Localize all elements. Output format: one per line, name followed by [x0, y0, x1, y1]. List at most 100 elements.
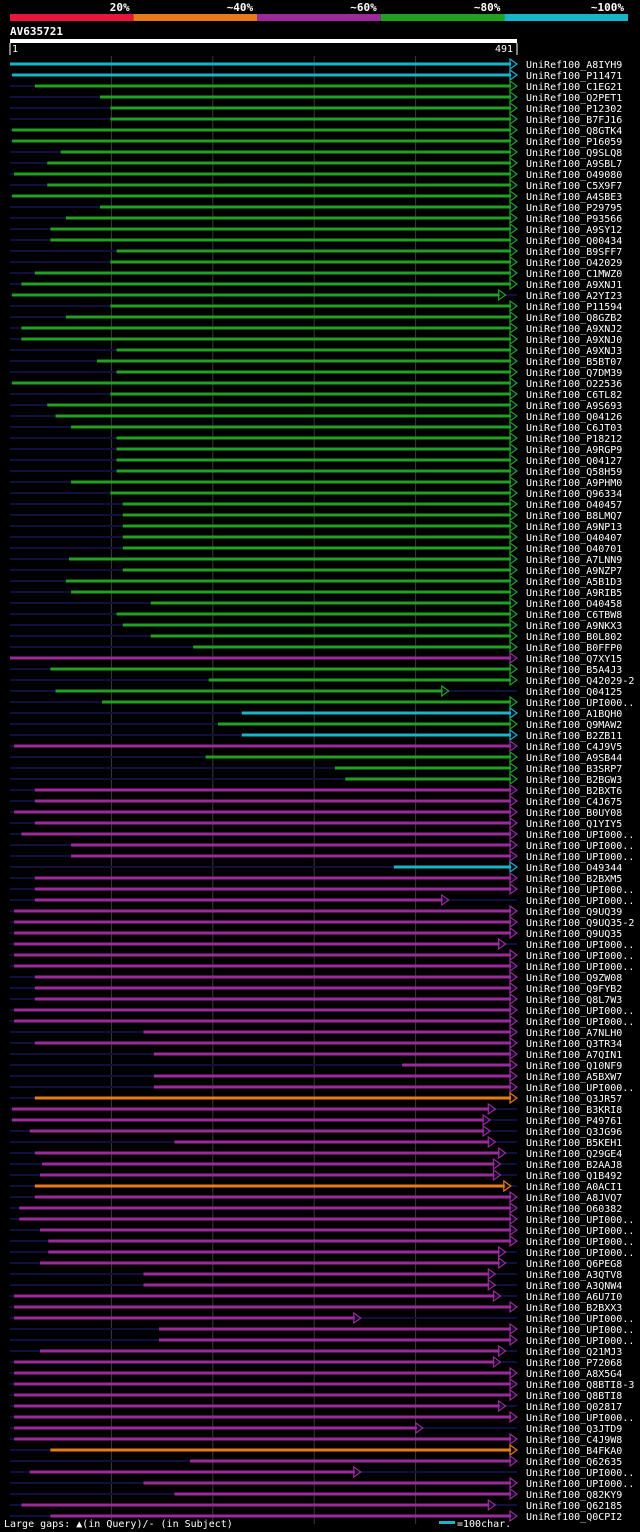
hit-row[interactable]: UniRef100_Q8BTI8: [10, 1388, 622, 1402]
hit-label[interactable]: UniRef100_Q96334: [526, 489, 622, 500]
hit-row[interactable]: UniRef100_A2YI23: [10, 288, 622, 302]
hit-row[interactable]: UniRef100_Q8GZB2: [10, 310, 622, 324]
hit-row[interactable]: UniRef100_UPI000..: [10, 1333, 634, 1347]
hit-label[interactable]: UniRef100_C4J9V5: [526, 742, 622, 753]
hit-row[interactable]: UniRef100_A9XNJ1: [10, 277, 622, 291]
hit-label[interactable]: UniRef100_O49080: [526, 170, 622, 181]
hit-label[interactable]: UniRef100_A9XNJ0: [526, 335, 622, 346]
hit-label[interactable]: UniRef100_C4J675: [526, 797, 622, 808]
hit-row[interactable]: UniRef100_Q62185: [10, 1498, 622, 1512]
hit-row[interactable]: UniRef100_Q96334: [10, 486, 622, 500]
hit-row[interactable]: UniRef100_A5B1D3: [10, 574, 622, 588]
hit-label[interactable]: UniRef100_P72068: [526, 1358, 622, 1369]
hit-row[interactable]: UniRef100_UPI000..: [10, 1465, 634, 1479]
hit-label[interactable]: UniRef100_O42029: [526, 258, 622, 269]
hit-row[interactable]: UniRef100_A7NLH0: [10, 1025, 622, 1039]
hit-label[interactable]: UniRef100_A9SY12: [526, 225, 622, 236]
hit-row[interactable]: UniRef100_A9RIB5: [10, 585, 622, 599]
hit-label[interactable]: UniRef100_Q7XY15: [526, 654, 622, 665]
hit-row[interactable]: UniRef100_A5BXW7: [10, 1069, 622, 1083]
hit-label[interactable]: UniRef100_C1EG21: [526, 82, 622, 93]
hit-row[interactable]: UniRef100_UPI000..: [10, 1080, 634, 1094]
hit-row[interactable]: UniRef100_UPI000..: [10, 1410, 634, 1424]
hit-label[interactable]: UniRef100_C1MWZ0: [526, 269, 622, 280]
hit-label[interactable]: UniRef100_UPI000..: [526, 962, 634, 973]
hit-row[interactable]: UniRef100_Q8L7W3: [10, 992, 622, 1006]
hit-row[interactable]: UniRef100_A9XNJ2: [10, 321, 622, 335]
hit-label[interactable]: UniRef100_B2BXM5: [526, 874, 622, 885]
hit-row[interactable]: UniRef100_C1EG21: [10, 79, 622, 93]
hit-label[interactable]: UniRef100_Q3JR57: [526, 1094, 622, 1105]
hit-row[interactable]: UniRef100_Q02817: [10, 1399, 622, 1413]
hit-row[interactable]: UniRef100_C6TBW8: [10, 607, 622, 621]
hit-row[interactable]: UniRef100_Q9MAW2: [10, 717, 622, 731]
hit-row[interactable]: UniRef100_A8IYH9: [10, 57, 622, 71]
hit-row[interactable]: UniRef100_P18212: [10, 431, 622, 445]
hit-row[interactable]: UniRef100_UPI000..: [10, 1245, 634, 1259]
hit-row[interactable]: UniRef100_Q04127: [10, 453, 622, 467]
hit-label[interactable]: UniRef100_B3KRI8: [526, 1105, 622, 1116]
hit-label[interactable]: UniRef100_A9NKX3: [526, 621, 622, 632]
hit-label[interactable]: UniRef100_UPI000..: [526, 1248, 634, 1259]
hit-row[interactable]: UniRef100_C4J9V5: [10, 739, 622, 753]
hit-row[interactable]: UniRef100_O49344: [10, 860, 622, 874]
hit-row[interactable]: UniRef100_O60382: [10, 1201, 622, 1215]
hit-label[interactable]: UniRef100_B2ZB11: [526, 731, 622, 742]
hit-row[interactable]: UniRef100_B2BXM5: [10, 871, 622, 885]
hit-row[interactable]: UniRef100_Q10NF9: [10, 1058, 622, 1072]
hit-row[interactable]: UniRef100_B2BXT6: [10, 783, 622, 797]
hit-row[interactable]: UniRef100_UPI000..: [10, 1311, 634, 1325]
hit-row[interactable]: UniRef100_Q00434: [10, 233, 622, 247]
hit-label[interactable]: UniRef100_Q00434: [526, 236, 622, 247]
hit-row[interactable]: UniRef100_A7LNN9: [10, 552, 622, 566]
hit-label[interactable]: UniRef100_Q21MJ3: [526, 1347, 622, 1358]
hit-row[interactable]: UniRef100_B0L802: [10, 629, 622, 643]
hit-label[interactable]: UniRef100_Q3TR34: [526, 1039, 622, 1050]
hit-row[interactable]: UniRef100_Q9UQ39: [10, 904, 622, 918]
hit-row[interactable]: UniRef100_UPI000..: [10, 838, 634, 852]
hit-label[interactable]: UniRef100_UPI000..: [526, 885, 634, 896]
hit-row[interactable]: UniRef100_Q1B492: [10, 1168, 622, 1182]
hit-row[interactable]: UniRef100_UPI000..: [10, 849, 634, 863]
hit-label[interactable]: UniRef100_B8LMQ7: [526, 511, 622, 522]
hit-row[interactable]: UniRef100_P11594: [10, 299, 622, 313]
hit-row[interactable]: UniRef100_A8X5G4: [10, 1366, 622, 1380]
hit-label[interactable]: UniRef100_UPI000..: [526, 1413, 634, 1424]
hit-label[interactable]: UniRef100_UPI000..: [526, 1226, 634, 1237]
hit-row[interactable]: UniRef100_B2AAJ8: [10, 1157, 622, 1171]
hit-row[interactable]: UniRef100_O42029: [10, 255, 622, 269]
hit-row[interactable]: UniRef100_Q82KY9: [10, 1487, 622, 1501]
hit-row[interactable]: UniRef100_O40457: [10, 497, 622, 511]
hit-label[interactable]: UniRef100_UPI000..: [526, 1017, 634, 1028]
hit-row[interactable]: UniRef100_C4J675: [10, 794, 622, 808]
hit-label[interactable]: UniRef100_A9XNJ1: [526, 280, 622, 291]
hit-label[interactable]: UniRef100_A6U7I0: [526, 1292, 622, 1303]
hit-label[interactable]: UniRef100_A0ACI1: [526, 1182, 622, 1193]
hit-label[interactable]: UniRef100_B0FFP0: [526, 643, 622, 654]
hit-label[interactable]: UniRef100_A9SBL7: [526, 159, 622, 170]
hit-label[interactable]: UniRef100_Q2PET1: [526, 93, 622, 104]
hit-label[interactable]: UniRef100_C6JT03: [526, 423, 622, 434]
hit-label[interactable]: UniRef100_A9SB44: [526, 753, 622, 764]
hit-label[interactable]: UniRef100_O22536: [526, 379, 622, 390]
hit-label[interactable]: UniRef100_A9RGP9: [526, 445, 622, 456]
hit-row[interactable]: UniRef100_B9SFF7: [10, 244, 622, 258]
hit-label[interactable]: UniRef100_A7QIN1: [526, 1050, 622, 1061]
hit-label[interactable]: UniRef100_UPI000..: [526, 852, 634, 863]
hit-row[interactable]: UniRef100_O40458: [10, 596, 622, 610]
hit-row[interactable]: UniRef100_UPI000..: [10, 827, 634, 841]
hit-row[interactable]: UniRef100_B0UY08: [10, 805, 622, 819]
hit-row[interactable]: UniRef100_B2BGW3: [10, 772, 622, 786]
hit-row[interactable]: UniRef100_Q8BTI8-3: [10, 1377, 634, 1391]
hit-label[interactable]: UniRef100_UPI000..: [526, 830, 634, 841]
hit-label[interactable]: UniRef100_P93566: [526, 214, 622, 225]
hit-label[interactable]: UniRef100_P12302: [526, 104, 622, 115]
hit-label[interactable]: UniRef100_B2AAJ8: [526, 1160, 622, 1171]
hit-row[interactable]: UniRef100_A9XNJ0: [10, 332, 622, 346]
hit-label[interactable]: UniRef100_Q3JG96: [526, 1127, 622, 1138]
hit-label[interactable]: UniRef100_P11471: [526, 71, 622, 82]
hit-label[interactable]: UniRef100_Q9SLQ8: [526, 148, 622, 159]
hit-row[interactable]: UniRef100_B5KEH1: [10, 1135, 622, 1149]
hit-row[interactable]: UniRef100_Q1YIY5: [10, 816, 622, 830]
hit-label[interactable]: UniRef100_C6TBW8: [526, 610, 622, 621]
